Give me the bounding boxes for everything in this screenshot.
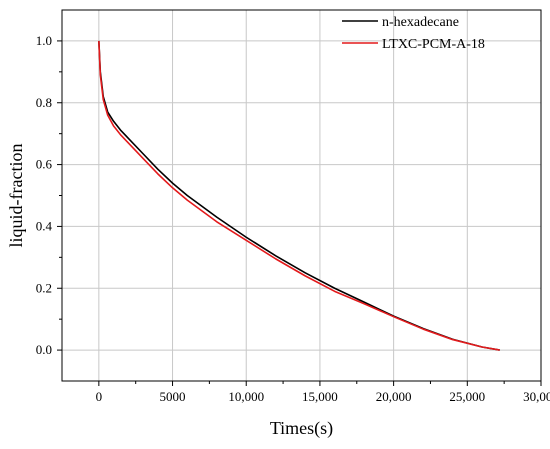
x-tick-label: 20,000 bbox=[376, 389, 412, 404]
axes: 0 5000 10,000 15,000 20,000 25,000 30,000 0.0 0.… bbox=[36, 33, 550, 404]
plot-frame bbox=[61, 9, 542, 382]
y-tick-label: 1.0 bbox=[36, 33, 52, 48]
grid bbox=[62, 10, 542, 381]
legend-label: LTXC-PCM-A-18 bbox=[382, 37, 485, 52]
x-tick-label: 0 bbox=[96, 389, 103, 404]
legend: n-hexadecane LTXC-PCM-A-18 bbox=[342, 15, 485, 52]
legend-label: n-hexadecane bbox=[382, 15, 459, 30]
y-axis-label: liquid-fraction bbox=[6, 144, 26, 248]
y-tick-label: 0.8 bbox=[36, 95, 52, 110]
x-tick-label: 10,000 bbox=[228, 389, 264, 404]
series-line bbox=[98, 40, 500, 351]
series-lines bbox=[98, 40, 500, 351]
y-tick-label: 0.6 bbox=[36, 157, 53, 172]
x-axis-label: Times(s) bbox=[270, 418, 333, 439]
y-tick-label: 0.0 bbox=[36, 342, 52, 357]
x-tick-label: 30,000 bbox=[523, 389, 550, 404]
x-tick-label: 25,000 bbox=[449, 389, 485, 404]
y-tick-label: 0.2 bbox=[36, 280, 52, 295]
series-line bbox=[98, 40, 500, 351]
x-tick-label: 5000 bbox=[160, 389, 186, 404]
x-tick-label: 15,000 bbox=[302, 389, 338, 404]
y-tick-label: 0.4 bbox=[36, 218, 53, 233]
